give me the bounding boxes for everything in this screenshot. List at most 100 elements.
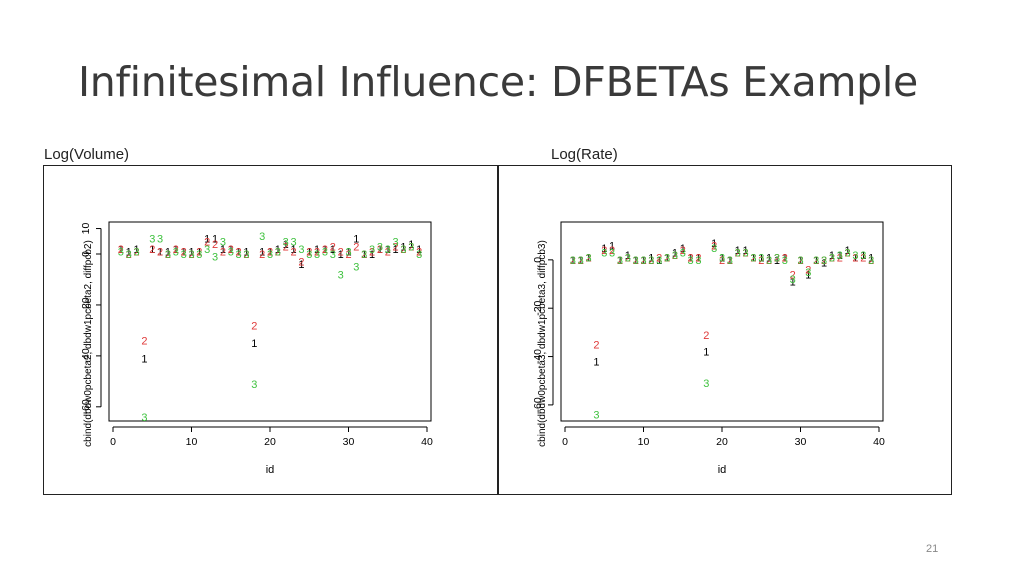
data-point-series-3: 3	[133, 246, 139, 258]
data-point-series-1: 1	[228, 244, 234, 256]
data-point-series-1: 1	[298, 259, 304, 271]
data-point-series-3: 3	[860, 250, 866, 262]
data-point-series-1: 1	[361, 249, 367, 261]
data-point-series-2: 2	[330, 241, 336, 253]
data-point-series-3: 3	[829, 252, 835, 264]
x-tick-label: 0	[562, 436, 568, 448]
data-point-series-3: 3	[369, 244, 375, 256]
data-point-series-3: 3	[126, 249, 132, 261]
data-point-series-2: 2	[735, 248, 741, 260]
data-point-series-3: 3	[345, 246, 351, 258]
data-point-series-3: 3	[695, 255, 701, 267]
data-point-series-1: 1	[416, 244, 422, 256]
data-point-series-1: 1	[188, 246, 194, 258]
y-tick-label: 0	[80, 251, 92, 257]
data-point-series-1: 1	[220, 244, 226, 256]
data-point-series-1: 1	[585, 252, 591, 264]
data-point-series-1: 1	[640, 255, 646, 267]
data-point-series-2: 2	[593, 339, 599, 351]
data-point-series-1: 1	[275, 244, 281, 256]
data-point-series-3: 3	[377, 241, 383, 253]
data-point-series-3: 3	[416, 249, 422, 261]
data-point-series-3: 3	[601, 248, 607, 260]
data-point-series-1: 1	[314, 244, 320, 256]
data-point-series-3: 3	[640, 255, 646, 267]
data-point-series-3: 3	[283, 236, 289, 248]
data-point-series-3: 3	[735, 248, 741, 260]
y-axis-label: cbind(dbdw0pcbeta2, dbdw1pcbeta2, diffpc…	[83, 240, 94, 447]
data-point-series-1: 1	[680, 243, 686, 255]
data-point-series-2: 2	[703, 330, 709, 342]
data-point-series-1: 1	[719, 252, 725, 264]
chart-log-rate: 0 10 20 30 40 id 0 -20 -40 -60 cbind(dbdw0pcbeta3,…	[497, 165, 952, 495]
y-tick-label: 0	[532, 257, 544, 263]
data-point-series-1: 1	[860, 250, 866, 262]
figure-frame	[497, 165, 952, 495]
data-point-series-1: 1	[400, 241, 406, 253]
data-point-series-2: 2	[609, 245, 615, 257]
data-point-series-2: 2	[790, 269, 796, 281]
data-point-series-2: 2	[283, 241, 289, 253]
data-point-series-2: 2	[251, 320, 257, 332]
data-point-series-2: 2	[157, 246, 163, 258]
data-point-series-2: 2	[797, 255, 803, 267]
data-point-series-3: 3	[196, 249, 202, 261]
x-tick-label: 10	[186, 436, 198, 448]
data-point-series-3: 3	[165, 249, 171, 261]
chart-log-rate-svg: 0 10 20 30 40 id 0 -20 -40 -60cbind(dbdw0pcbeta3,…	[497, 165, 952, 495]
data-point-series-1: 1	[157, 246, 163, 258]
data-point-series-2: 2	[845, 248, 851, 260]
data-point-series-3: 3	[149, 234, 155, 246]
panel-label-log-volume: Log(Volume)	[44, 146, 130, 163]
data-point-series-1: 1	[593, 356, 599, 368]
data-point-series-3: 3	[393, 236, 399, 248]
data-point-series-1: 1	[782, 252, 788, 264]
data-point-series-1: 1	[204, 234, 210, 246]
data-point-series-3: 3	[656, 255, 662, 267]
data-point-series-3: 3	[251, 379, 257, 391]
data-point-series-2: 2	[298, 257, 304, 269]
data-point-series-2: 2	[578, 255, 584, 267]
data-point-series-1: 1	[345, 246, 351, 258]
page-number: 21	[926, 543, 939, 555]
data-point-series-3: 3	[204, 244, 210, 256]
data-point-series-1: 1	[283, 239, 289, 251]
data-point-series-2: 2	[338, 246, 344, 258]
y-tick-label: -40	[532, 349, 544, 364]
data-point-series-2: 2	[228, 244, 234, 256]
data-point-series-1: 1	[852, 252, 858, 264]
data-point-series-3: 3	[290, 236, 296, 248]
data-point-series-3: 3	[797, 255, 803, 267]
data-point-series-1: 1	[236, 246, 242, 258]
data-point-series-1: 1	[251, 338, 257, 350]
data-point-series-1: 1	[837, 250, 843, 262]
data-point-series-3: 3	[609, 248, 615, 260]
data-point-series-3: 3	[141, 412, 147, 424]
data-point-series-1: 1	[353, 234, 359, 246]
data-point-series-2: 2	[837, 252, 843, 264]
data-point-series-1: 1	[601, 243, 607, 255]
data-point-series-2: 2	[601, 245, 607, 257]
data-point-series-2: 2	[212, 239, 218, 251]
data-point-series-3: 3	[353, 262, 359, 274]
data-point-series-2: 2	[750, 252, 756, 264]
data-point-series-2: 2	[672, 250, 678, 262]
data-point-series-3: 3	[625, 252, 631, 264]
data-point-series-2: 2	[719, 255, 725, 267]
data-point-series-3: 3	[298, 244, 304, 256]
data-point-series-2: 2	[220, 246, 226, 258]
panel-label-log-rate: Log(Rate)	[551, 146, 618, 163]
data-point-series-1: 1	[243, 246, 249, 258]
data-point-series-2: 2	[570, 255, 576, 267]
data-point-series-1: 1	[758, 252, 764, 264]
data-point-series-1: 1	[797, 255, 803, 267]
data-point-series-1: 1	[617, 255, 623, 267]
data-point-series-2: 2	[860, 252, 866, 264]
data-point-series-1: 1	[290, 244, 296, 256]
slide-title: Infinitesimal Influence: DFBETAs Example	[78, 58, 918, 106]
data-point-series-3: 3	[118, 246, 124, 258]
data-point-series-1: 1	[196, 246, 202, 258]
data-point-series-2: 2	[385, 246, 391, 258]
data-point-series-3: 3	[688, 255, 694, 267]
data-point-series-2: 2	[353, 241, 359, 253]
